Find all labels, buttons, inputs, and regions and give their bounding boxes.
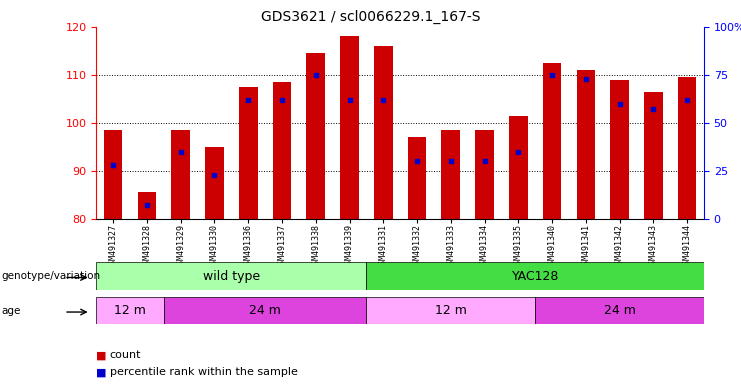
Bar xyxy=(644,92,662,219)
Bar xyxy=(96,297,164,324)
Bar xyxy=(408,137,426,219)
Text: genotype/variation: genotype/variation xyxy=(1,271,101,281)
Bar xyxy=(205,147,224,219)
Text: 12 m: 12 m xyxy=(114,304,146,317)
Text: wild type: wild type xyxy=(203,270,260,283)
Text: 24 m: 24 m xyxy=(604,304,636,317)
Text: 12 m: 12 m xyxy=(435,304,467,317)
Text: count: count xyxy=(110,350,142,360)
Bar xyxy=(542,63,562,219)
Bar xyxy=(366,297,535,324)
Bar xyxy=(164,297,366,324)
Bar xyxy=(340,36,359,219)
Bar xyxy=(576,70,595,219)
Text: GDS3621 / scl0066229.1_167-S: GDS3621 / scl0066229.1_167-S xyxy=(261,10,480,24)
Bar xyxy=(509,116,528,219)
Text: 24 m: 24 m xyxy=(249,304,281,317)
Bar xyxy=(535,297,704,324)
Bar xyxy=(475,130,494,219)
Bar xyxy=(96,262,366,290)
Text: YAC128: YAC128 xyxy=(511,270,559,283)
Bar xyxy=(239,87,258,219)
Bar xyxy=(104,130,122,219)
Bar xyxy=(171,130,190,219)
Bar xyxy=(374,46,393,219)
Text: ■: ■ xyxy=(96,367,107,377)
Bar xyxy=(273,82,291,219)
Bar xyxy=(366,262,704,290)
Text: ■: ■ xyxy=(96,350,107,360)
Text: age: age xyxy=(1,306,21,316)
Bar xyxy=(442,130,460,219)
Bar xyxy=(307,53,325,219)
Bar xyxy=(138,192,156,219)
Bar xyxy=(678,77,697,219)
Bar xyxy=(611,79,629,219)
Text: percentile rank within the sample: percentile rank within the sample xyxy=(110,367,298,377)
